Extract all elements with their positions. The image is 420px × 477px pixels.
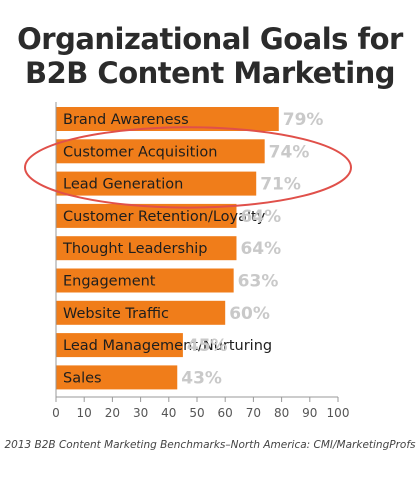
bar: [56, 365, 178, 390]
x-tick-label: 100: [327, 406, 350, 420]
bar: [56, 333, 183, 358]
x-tick-label: 70: [246, 406, 261, 420]
highlight-ellipse: [24, 126, 352, 209]
bar-category-label: Lead Management/Nurturing: [63, 338, 272, 354]
bar-value-label: 74%: [269, 142, 310, 162]
x-tick-label: 50: [189, 406, 204, 420]
bar-category-label: Sales: [63, 370, 102, 386]
bar-category-label: Lead Generation: [63, 177, 183, 193]
bar-category-label: Customer Retention/Loyalty: [63, 209, 266, 225]
bar-category-label: Brand Awareness: [63, 112, 189, 128]
bar-value-label: 63%: [238, 272, 279, 292]
bar-value-label: 79%: [283, 110, 324, 130]
bar-value-label: 64%: [240, 239, 281, 259]
x-tick-label: 60: [218, 406, 233, 420]
bar: [56, 268, 234, 293]
bar-category-label: Engagement: [63, 274, 156, 290]
bar-category-label: Website Traffic: [63, 306, 169, 322]
x-tick-label: 40: [161, 406, 176, 420]
bar-value-label: 45%: [187, 336, 228, 356]
bar-category-label: Customer Acquisition: [63, 144, 217, 160]
x-tick-label: 0: [52, 406, 60, 420]
bar: [56, 139, 265, 164]
source-caption: 2013 B2B Content Marketing Benchmarks–No…: [4, 439, 416, 451]
chart-title-line-1: Organizational Goals for: [17, 22, 403, 56]
bar: [56, 300, 226, 325]
bar: [56, 171, 257, 196]
bar-value-label: 43%: [181, 368, 222, 388]
x-tick-label: 80: [274, 406, 289, 420]
x-tick-label: 90: [302, 406, 317, 420]
bar-category-label: Thought Leadership: [62, 241, 208, 257]
chart-title-line-2: B2B Content Marketing: [24, 56, 396, 90]
bar-value-label: 71%: [260, 175, 301, 195]
bar: [56, 236, 237, 261]
bar-value-label: 60%: [229, 304, 270, 324]
x-tick-label: 20: [105, 406, 120, 420]
bar-value-label: 64%: [240, 207, 281, 227]
x-tick-label: 30: [133, 406, 148, 420]
x-tick-label: 10: [77, 406, 92, 420]
